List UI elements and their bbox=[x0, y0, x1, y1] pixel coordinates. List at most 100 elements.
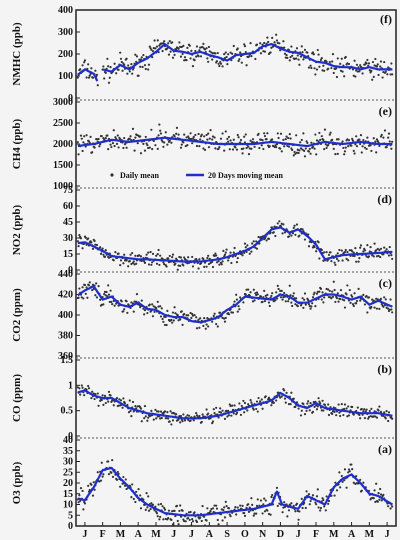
daily-mean-point bbox=[146, 312, 148, 314]
daily-mean-point bbox=[277, 132, 279, 134]
daily-mean-point bbox=[225, 51, 227, 53]
daily-mean-point bbox=[166, 411, 168, 413]
daily-mean-point bbox=[332, 53, 334, 55]
daily-mean-point bbox=[351, 406, 353, 408]
daily-mean-point bbox=[177, 314, 179, 316]
daily-mean-point bbox=[139, 135, 141, 137]
daily-mean-point bbox=[309, 409, 311, 411]
daily-mean-point bbox=[169, 420, 171, 422]
daily-mean-point bbox=[260, 499, 262, 501]
daily-mean-point bbox=[108, 391, 110, 393]
daily-mean-point bbox=[162, 146, 164, 148]
daily-mean-point bbox=[88, 284, 90, 286]
daily-mean-point bbox=[388, 254, 390, 256]
daily-mean-point bbox=[305, 410, 307, 412]
daily-mean-point bbox=[348, 63, 350, 65]
daily-mean-point bbox=[164, 410, 166, 412]
daily-mean-point bbox=[285, 138, 287, 140]
daily-mean-point bbox=[333, 411, 335, 413]
daily-mean-point bbox=[205, 408, 207, 410]
panel-label: (f) bbox=[380, 12, 392, 26]
daily-mean-point bbox=[312, 296, 314, 298]
daily-mean-point bbox=[157, 148, 159, 150]
daily-mean-point bbox=[297, 305, 299, 307]
daily-mean-point bbox=[145, 136, 147, 138]
daily-mean-point bbox=[207, 325, 209, 327]
daily-mean-point bbox=[247, 503, 249, 505]
daily-mean-point bbox=[122, 147, 124, 149]
daily-mean-point bbox=[196, 145, 198, 147]
daily-mean-point bbox=[354, 75, 356, 77]
daily-mean-point bbox=[246, 409, 248, 411]
daily-mean-point bbox=[158, 123, 160, 125]
daily-mean-point bbox=[139, 66, 141, 68]
daily-mean-point bbox=[211, 138, 213, 140]
daily-mean-point bbox=[109, 394, 111, 396]
daily-mean-point bbox=[187, 256, 189, 258]
daily-mean-point bbox=[151, 303, 153, 305]
daily-mean-point bbox=[142, 54, 144, 56]
daily-mean-point bbox=[144, 149, 146, 151]
daily-mean-point bbox=[253, 299, 255, 301]
plot-frame bbox=[76, 10, 396, 526]
daily-mean-point bbox=[289, 137, 291, 139]
x-tick-label: A bbox=[348, 529, 356, 540]
daily-mean-point bbox=[197, 267, 199, 269]
daily-mean-point bbox=[80, 237, 82, 239]
daily-mean-point bbox=[256, 44, 258, 46]
y-tick-label: 380 bbox=[58, 331, 73, 342]
daily-mean-point bbox=[277, 137, 279, 139]
daily-mean-point bbox=[241, 62, 243, 64]
daily-mean-point bbox=[275, 399, 277, 401]
daily-mean-point bbox=[229, 148, 231, 150]
daily-mean-point bbox=[353, 414, 355, 416]
daily-mean-point bbox=[160, 132, 162, 134]
daily-mean-point bbox=[379, 488, 381, 490]
daily-mean-point bbox=[282, 40, 284, 42]
daily-mean-point bbox=[312, 494, 314, 496]
y-tick-label: 1 bbox=[68, 380, 73, 391]
daily-mean-point bbox=[111, 303, 113, 305]
daily-mean-point bbox=[220, 63, 222, 65]
daily-mean-point bbox=[334, 153, 336, 155]
daily-mean-point bbox=[145, 254, 147, 256]
daily-mean-point bbox=[189, 57, 191, 59]
daily-mean-point bbox=[157, 253, 159, 255]
daily-mean-point bbox=[101, 476, 103, 478]
daily-mean-point bbox=[341, 140, 343, 142]
daily-mean-point bbox=[239, 51, 241, 53]
daily-mean-point bbox=[107, 148, 109, 150]
daily-mean-point bbox=[117, 146, 119, 148]
daily-mean-point bbox=[94, 294, 96, 296]
daily-mean-point bbox=[231, 405, 233, 407]
daily-mean-point bbox=[103, 77, 105, 79]
daily-mean-point bbox=[79, 394, 81, 396]
daily-mean-point bbox=[169, 51, 171, 53]
daily-mean-point bbox=[270, 295, 272, 297]
daily-mean-point bbox=[203, 266, 205, 268]
daily-mean-point bbox=[309, 402, 311, 404]
daily-mean-point bbox=[229, 515, 231, 517]
daily-mean-point bbox=[97, 138, 99, 140]
daily-mean-point bbox=[240, 414, 242, 416]
daily-mean-point bbox=[231, 53, 233, 55]
daily-mean-point bbox=[318, 291, 320, 293]
daily-mean-point bbox=[203, 516, 205, 518]
daily-mean-point bbox=[245, 64, 247, 66]
daily-mean-point bbox=[348, 139, 350, 141]
daily-mean-point bbox=[327, 503, 329, 505]
daily-mean-point bbox=[166, 144, 168, 146]
daily-mean-point bbox=[77, 245, 79, 247]
daily-mean-point bbox=[295, 297, 297, 299]
daily-mean-point bbox=[303, 299, 305, 301]
daily-mean-point bbox=[329, 290, 331, 292]
daily-mean-point bbox=[347, 145, 349, 147]
daily-mean-point bbox=[261, 301, 263, 303]
daily-mean-point bbox=[123, 137, 125, 139]
daily-mean-point bbox=[296, 223, 298, 225]
daily-mean-point bbox=[153, 311, 155, 313]
daily-mean-point bbox=[321, 298, 323, 300]
daily-mean-point bbox=[189, 519, 191, 521]
daily-mean-point bbox=[116, 397, 118, 399]
daily-mean-point bbox=[368, 255, 370, 257]
